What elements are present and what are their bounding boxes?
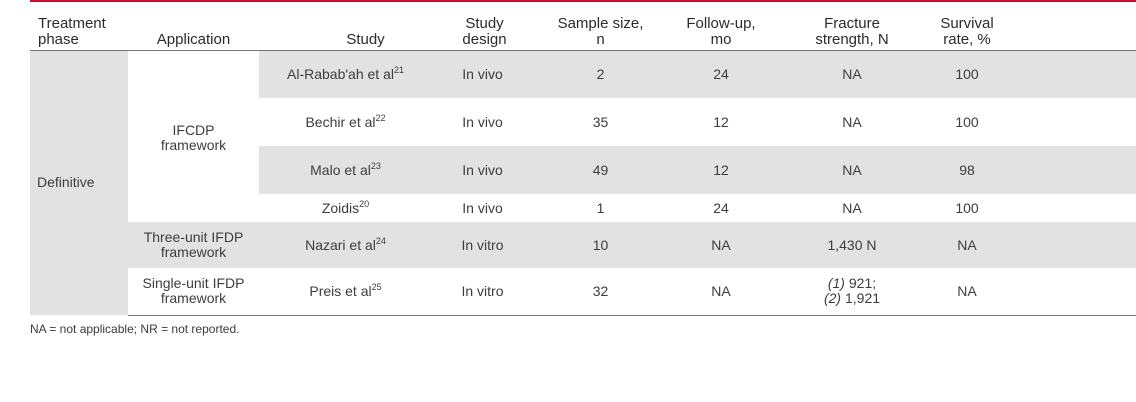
table-row: Single-unit IFDP framework Preis et al25 … <box>30 268 1136 316</box>
follow-up-cell: 24 <box>713 199 729 216</box>
design-cell: In vivo <box>462 113 503 130</box>
follow-up-cell: NA <box>668 268 774 316</box>
header-fracture-strength: Fracture strength, N <box>774 2 930 51</box>
sample-size-cell: 1 <box>596 199 605 216</box>
strength-cell: NA <box>842 199 862 216</box>
sample-size-cell: 10 <box>533 222 668 268</box>
empty-cell <box>1004 194 1136 222</box>
strength-cell: (1) 921; (2) 1,921 <box>774 268 930 316</box>
survival-cell: NA <box>930 222 1004 268</box>
study-cell: Al-Rabab'ah et al21 <box>259 50 432 98</box>
empty-cell <box>1004 268 1136 316</box>
sample-size-cell: 2 <box>533 50 668 98</box>
survival-cell: 98 <box>930 146 1004 194</box>
sample-size-cell: 35 <box>592 113 609 130</box>
strength-cell: NA <box>774 50 930 98</box>
study-cell: Bechir et al22 <box>305 112 386 130</box>
study-cell: Nazari et al24 <box>259 222 432 268</box>
design-cell: In vivo <box>432 50 533 98</box>
sample-size-cell: 49 <box>533 146 668 194</box>
application-cell: Three-unit IFDP framework <box>128 222 259 268</box>
header-sample-size: Sample size, n <box>533 2 668 51</box>
empty-cell <box>1004 50 1136 98</box>
strength-cell: 1,430 N <box>774 222 930 268</box>
design-cell: In vivo <box>462 199 503 216</box>
table-top-rule <box>30 0 1136 2</box>
header-application: Application <box>128 2 259 51</box>
survival-cell: 100 <box>930 50 1004 98</box>
survival-cell: 100 <box>955 113 979 130</box>
study-cell: Zoidis20 <box>321 198 370 216</box>
follow-up-cell: 24 <box>668 50 774 98</box>
header-survival-rate: Survival rate, % <box>930 2 1004 51</box>
design-cell: In vivo <box>432 146 533 194</box>
header-row: Treatment phase Application Study Study de… <box>30 2 1136 51</box>
table-row: Definitive IFCDP framework Al-Rabab'ah et… <box>30 50 1136 315</box>
design-cell: In vitro <box>432 222 533 268</box>
strength-cell: NA <box>774 146 930 194</box>
sample-size-cell: 32 <box>533 268 668 316</box>
header-empty <box>1004 2 1136 51</box>
survival-cell: 100 <box>955 199 979 216</box>
empty-cell <box>1004 222 1136 268</box>
empty-cell <box>1004 146 1136 194</box>
empty-cell <box>1004 98 1136 146</box>
header-treatment-phase: Treatment phase <box>30 2 128 51</box>
application-cell: IFCDP framework <box>160 122 227 154</box>
study-cell: Preis et al25 <box>259 268 432 316</box>
table-row: Malo et al23 In vivo 49 12 NA 98 <box>30 146 1136 194</box>
table-row: Bechir et al22 In vivo 35 12 NA 100 <box>30 98 1136 146</box>
header-study-design: Study design <box>432 2 533 51</box>
follow-up-cell: NA <box>668 222 774 268</box>
header-study: Study <box>259 2 432 51</box>
table-row: Three-unit IFDP framework Nazari et al24 … <box>30 222 1136 268</box>
header-follow-up: Follow-up, mo <box>668 2 774 51</box>
follow-up-cell: 12 <box>713 113 729 130</box>
study-cell: Malo et al23 <box>259 146 432 194</box>
phase-cell: Definitive <box>30 50 128 315</box>
studies-table: Treatment phase Application Study Study de… <box>30 2 1136 316</box>
table-footnote: NA = not applicable; NR = not reported. <box>30 322 240 336</box>
application-cell: Single-unit IFDP framework <box>128 268 259 316</box>
table-row: Zoidis20 In vivo 1 24 NA 100 <box>30 194 1136 222</box>
strength-cell: NA <box>842 113 862 130</box>
survival-cell: NA <box>930 268 1004 316</box>
design-cell: In vitro <box>432 268 533 316</box>
follow-up-cell: 12 <box>668 146 774 194</box>
